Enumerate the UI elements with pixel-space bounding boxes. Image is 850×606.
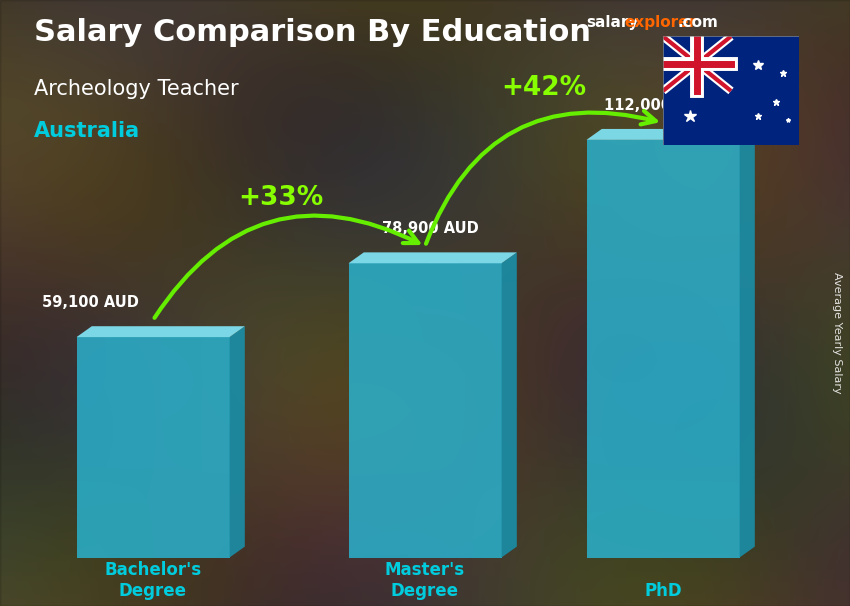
- Text: Australia: Australia: [34, 121, 140, 141]
- Text: salary: salary: [586, 15, 639, 30]
- Text: Average Yearly Salary: Average Yearly Salary: [832, 273, 842, 394]
- Text: Bachelor's
Degree: Bachelor's Degree: [105, 561, 201, 600]
- Text: Master's
Degree: Master's Degree: [385, 561, 465, 600]
- Polygon shape: [586, 129, 755, 140]
- Bar: [348, 263, 502, 558]
- Text: PhD: PhD: [644, 582, 682, 600]
- Text: Archeology Teacher: Archeology Teacher: [34, 79, 239, 99]
- Bar: [586, 140, 740, 558]
- Polygon shape: [230, 326, 245, 558]
- Polygon shape: [740, 129, 755, 558]
- Text: 59,100 AUD: 59,100 AUD: [42, 295, 139, 310]
- Text: 78,900 AUD: 78,900 AUD: [382, 221, 479, 236]
- Polygon shape: [348, 252, 517, 263]
- Bar: [76, 337, 230, 558]
- Polygon shape: [76, 326, 245, 337]
- Text: .com: .com: [677, 15, 718, 30]
- Text: 112,000 AUD: 112,000 AUD: [604, 98, 711, 113]
- Text: explorer: explorer: [625, 15, 697, 30]
- Polygon shape: [502, 252, 517, 558]
- Text: +33%: +33%: [238, 185, 323, 211]
- Text: Salary Comparison By Education: Salary Comparison By Education: [34, 18, 591, 47]
- Text: +42%: +42%: [502, 75, 586, 101]
